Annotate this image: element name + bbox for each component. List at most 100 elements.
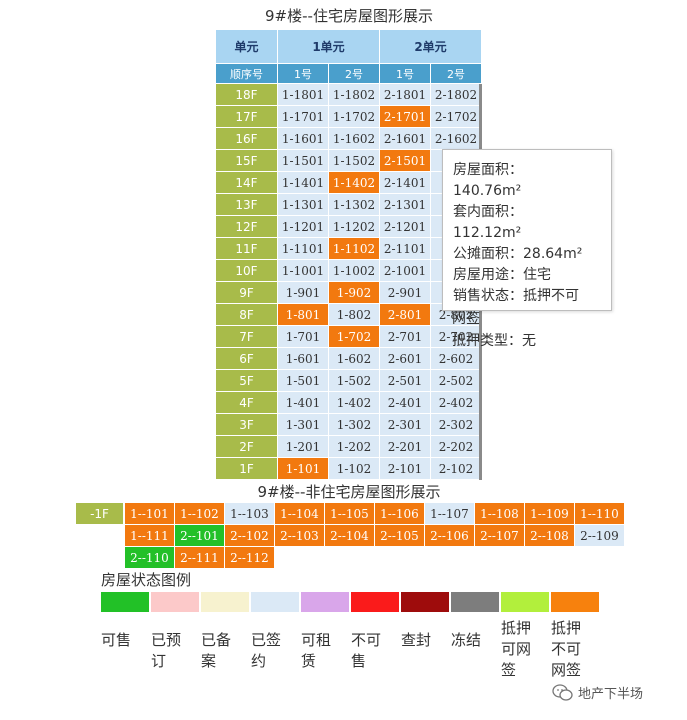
room-cell[interactable]: 1-801 [278, 304, 329, 326]
non-residential-room-cell[interactable]: 1--111 [125, 525, 175, 547]
non-residential-room-cell[interactable]: 2--106 [425, 525, 475, 547]
room-cell[interactable]: 2-1801 [380, 84, 431, 106]
room-cell[interactable]: 1-202 [329, 436, 380, 458]
room-cell[interactable]: 2-801 [380, 304, 431, 326]
room-cell[interactable]: 1-701 [278, 326, 329, 348]
non-residential-room-cell[interactable]: 1--107 [425, 503, 475, 525]
floor-label: 11F [216, 238, 278, 260]
room-cell[interactable]: 1-601 [278, 348, 329, 370]
non-residential-room-cell[interactable]: 2--104 [325, 525, 375, 547]
room-cell[interactable]: 1-1002 [329, 260, 380, 282]
room-cell[interactable]: 1-1101 [278, 238, 329, 260]
room-cell[interactable]: 1-302 [329, 414, 380, 436]
room-cell[interactable]: 1-1302 [329, 194, 380, 216]
room-cell[interactable]: 1-1601 [278, 128, 329, 150]
room-cell[interactable]: 2-1802 [431, 84, 482, 106]
room-cell[interactable]: 2-401 [380, 392, 431, 414]
non-residential-room-cell[interactable]: 2--102 [225, 525, 275, 547]
room-cell[interactable]: 2-202 [431, 436, 482, 458]
room-cell[interactable]: 1-101 [278, 458, 329, 480]
room-cell[interactable]: 2-1701 [380, 106, 431, 128]
room-cell[interactable]: 2-1301 [380, 194, 431, 216]
room-cell[interactable]: 1-1401 [278, 172, 329, 194]
legend-swatch [551, 592, 599, 612]
room-cell[interactable]: 1-1501 [278, 150, 329, 172]
room-cell[interactable]: 1-802 [329, 304, 380, 326]
room-cell[interactable]: 1-1701 [278, 106, 329, 128]
non-residential-room-cell[interactable]: 2--112 [225, 547, 275, 569]
room-cell[interactable]: 1-1102 [329, 238, 380, 260]
non-residential-room-cell[interactable]: 1--104 [275, 503, 325, 525]
room-cell[interactable]: 2-702 [431, 326, 482, 348]
floor-label: 17F [216, 106, 278, 128]
room-cell[interactable]: 2-301 [380, 414, 431, 436]
room-cell[interactable]: 2-501 [380, 370, 431, 392]
room-cell[interactable]: 2-1401 [380, 172, 431, 194]
header-unit-1: 1单元 [278, 30, 380, 64]
room-cell[interactable]: 2-1101 [380, 238, 431, 260]
non-residential-room-cell[interactable]: 2--111 [175, 547, 225, 569]
room-cell[interactable]: 1-901 [278, 282, 329, 304]
non-residential-room-cell[interactable]: 2--108 [525, 525, 575, 547]
floor-label: 9F [216, 282, 278, 304]
non-residential-room-cell[interactable]: 2--109 [575, 525, 625, 547]
room-cell[interactable]: 1-1402 [329, 172, 380, 194]
legend-label: 不可售 [351, 631, 382, 670]
legend-label: 已预订 [151, 631, 182, 670]
room-cell[interactable]: 1-402 [329, 392, 380, 414]
room-cell[interactable]: 1-1001 [278, 260, 329, 282]
room-cell[interactable]: 1-1801 [278, 84, 329, 106]
room-cell[interactable]: 2-201 [380, 436, 431, 458]
non-residential-room-cell[interactable]: 1--101 [125, 503, 175, 525]
room-cell[interactable]: 1-1502 [329, 150, 380, 172]
room-cell[interactable]: 2-901 [380, 282, 431, 304]
non-residential-room-cell[interactable]: 2--105 [375, 525, 425, 547]
non-residential-title: 9#楼--非住宅房屋图形展示 [257, 483, 441, 501]
non-residential-room-cell[interactable]: 1--110 [575, 503, 625, 525]
room-cell[interactable]: 1-1301 [278, 194, 329, 216]
room-cell[interactable]: 1-902 [329, 282, 380, 304]
non-residential-room-cell[interactable]: 1--103 [225, 503, 275, 525]
non-residential-room-cell[interactable]: 1--108 [475, 503, 525, 525]
room-cell[interactable]: 1-401 [278, 392, 329, 414]
floor-label: 12F [216, 216, 278, 238]
non-residential-room-cell[interactable]: 2--110 [125, 547, 175, 569]
room-cell[interactable]: 1-702 [329, 326, 380, 348]
room-cell[interactable]: 1-301 [278, 414, 329, 436]
floor-label: 16F [216, 128, 278, 150]
non-residential-room-cell[interactable]: 1--106 [375, 503, 425, 525]
room-cell[interactable]: 1-1602 [329, 128, 380, 150]
non-residential-room-cell[interactable]: 2--103 [275, 525, 325, 547]
room-cell[interactable]: 2-1201 [380, 216, 431, 238]
room-cell[interactable]: 1-602 [329, 348, 380, 370]
room-cell[interactable]: 1-1202 [329, 216, 380, 238]
legend-swatch [351, 592, 399, 612]
non-residential-room-cell[interactable]: 1--109 [525, 503, 575, 525]
tooltip-overflow-text: 抵押类型：无 [452, 333, 536, 349]
room-cell[interactable]: 2-1001 [380, 260, 431, 282]
room-cell[interactable]: 2-601 [380, 348, 431, 370]
room-cell[interactable]: 2-1501 [380, 150, 431, 172]
non-residential-room-cell[interactable]: 1--102 [175, 503, 225, 525]
non-residential-room-cell[interactable]: 2--101 [175, 525, 225, 547]
room-cell[interactable]: 2-102 [431, 458, 482, 480]
room-cell[interactable]: 1-501 [278, 370, 329, 392]
room-cell[interactable]: 1-1802 [329, 84, 380, 106]
room-cell[interactable]: 2-1702 [431, 106, 482, 128]
room-cell[interactable]: 2-402 [431, 392, 482, 414]
room-cell[interactable]: 1-1201 [278, 216, 329, 238]
room-cell[interactable]: 2-1602 [431, 128, 482, 150]
room-cell[interactable]: 1-102 [329, 458, 380, 480]
non-residential-room-cell[interactable]: 2--107 [475, 525, 525, 547]
room-cell[interactable]: 2-101 [380, 458, 431, 480]
room-cell[interactable]: 2-701 [380, 326, 431, 348]
room-cell[interactable]: 2-1601 [380, 128, 431, 150]
non-residential-room-cell[interactable]: 1--105 [325, 503, 375, 525]
room-cell[interactable]: 1-201 [278, 436, 329, 458]
room-cell[interactable]: 1-1702 [329, 106, 380, 128]
room-cell[interactable]: 2-302 [431, 414, 482, 436]
room-cell[interactable]: 1-502 [329, 370, 380, 392]
room-cell[interactable]: 2-502 [431, 370, 482, 392]
floor-label: 18F [216, 84, 278, 106]
room-cell[interactable]: 2-602 [431, 348, 482, 370]
